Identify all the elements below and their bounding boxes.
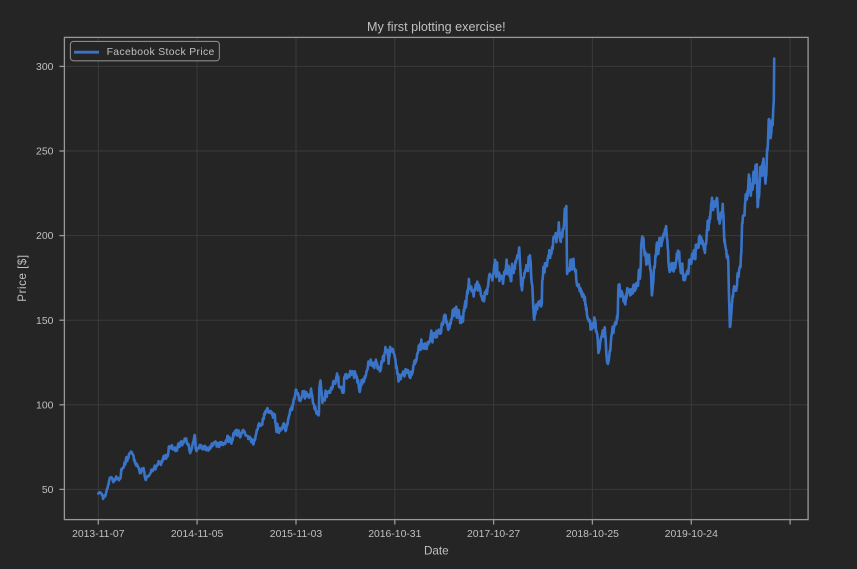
svg-text:150: 150 [36,316,54,327]
svg-text:Date: Date [424,545,449,558]
svg-text:2016-10-31: 2016-10-31 [368,529,421,540]
svg-text:200: 200 [36,231,54,242]
svg-text:300: 300 [36,62,54,73]
svg-text:2017-10-27: 2017-10-27 [467,529,520,540]
svg-text:2019-10-24: 2019-10-24 [665,529,718,540]
svg-text:2014-11-05: 2014-11-05 [171,529,224,540]
svg-text:Facebook Stock Price: Facebook Stock Price [107,47,215,58]
svg-text:2013-11-07: 2013-11-07 [72,529,125,540]
svg-text:50: 50 [42,485,54,496]
svg-text:2018-10-25: 2018-10-25 [566,529,619,540]
svg-text:2015-11-03: 2015-11-03 [270,529,323,540]
svg-text:100: 100 [36,400,54,411]
svg-text:Price [$]: Price [$] [16,254,29,301]
svg-text:My first plotting exercise!: My first plotting exercise! [367,20,506,34]
svg-text:250: 250 [36,147,54,158]
